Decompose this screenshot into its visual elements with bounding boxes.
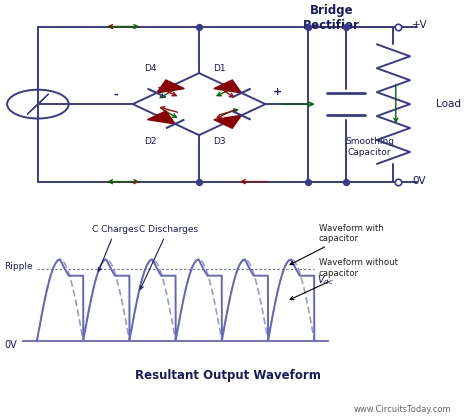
- Polygon shape: [157, 80, 184, 93]
- Text: +: +: [273, 87, 282, 97]
- Point: [342, 23, 350, 30]
- Text: Bridge
Rectifier: Bridge Rectifier: [303, 5, 360, 33]
- Text: D4: D4: [144, 64, 156, 73]
- Text: Smoothing
Capacitor: Smoothing Capacitor: [345, 138, 394, 157]
- Point: [304, 178, 312, 185]
- Text: C Discharges: C Discharges: [138, 225, 198, 289]
- Text: D1: D1: [213, 64, 226, 73]
- Point: [195, 23, 203, 30]
- Text: +V: +V: [412, 20, 428, 31]
- Polygon shape: [214, 80, 241, 93]
- Polygon shape: [214, 115, 241, 128]
- Text: Waveform without
capacitor: Waveform without capacitor: [290, 258, 398, 300]
- Text: 0V: 0V: [412, 176, 426, 186]
- Polygon shape: [147, 111, 175, 124]
- Text: www.CircuitsToday.com: www.CircuitsToday.com: [354, 405, 452, 414]
- Text: Waveform with
capacitor: Waveform with capacitor: [290, 224, 384, 265]
- Point: [394, 178, 402, 185]
- Text: Ripple: Ripple: [5, 262, 33, 271]
- Point: [394, 23, 402, 30]
- Text: 0V: 0V: [5, 340, 18, 350]
- Text: -: -: [114, 89, 118, 99]
- Point: [304, 23, 312, 30]
- Text: Load: Load: [436, 99, 461, 109]
- Point: [195, 178, 203, 185]
- Point: [342, 178, 350, 185]
- Text: D2: D2: [144, 138, 156, 146]
- Text: Resultant Output Waveform: Resultant Output Waveform: [135, 370, 320, 382]
- Text: D3: D3: [213, 138, 226, 146]
- Text: $V_{dc}$: $V_{dc}$: [317, 273, 333, 287]
- Text: C Charges: C Charges: [92, 225, 139, 271]
